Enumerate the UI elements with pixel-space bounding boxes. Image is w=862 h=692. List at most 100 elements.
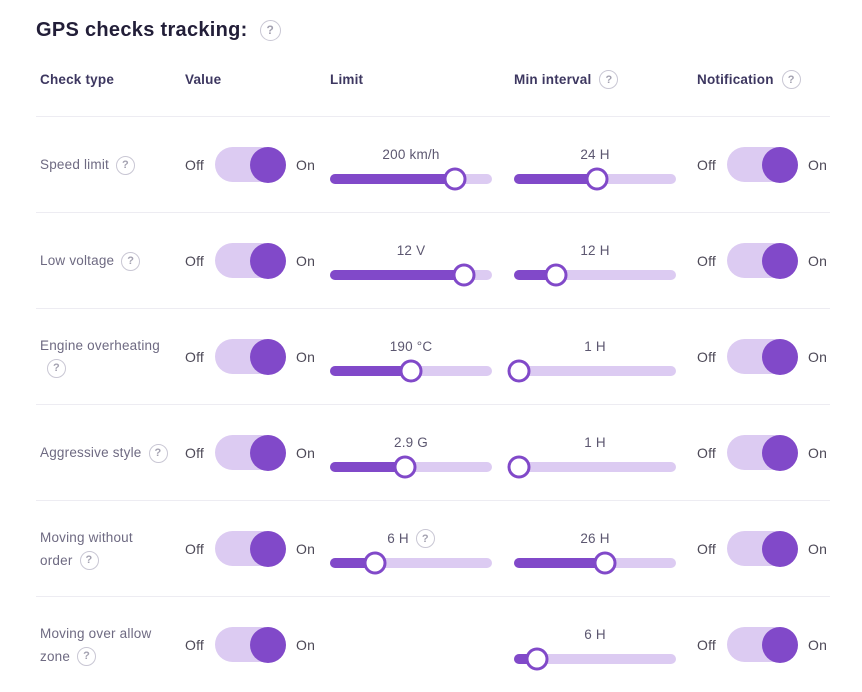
on-label: On [808, 252, 828, 269]
check-help-icon[interactable]: ? [148, 443, 168, 463]
off-label: Off [185, 540, 205, 557]
slider-fill [514, 269, 557, 280]
value-cell: Off On [185, 242, 330, 279]
value-toggle[interactable] [215, 626, 287, 663]
slider-thumb[interactable] [452, 263, 476, 286]
value-cell: Off On [185, 530, 330, 567]
value-toggle[interactable] [215, 242, 287, 279]
value-toggle[interactable] [215, 338, 287, 375]
slider-thumb[interactable] [544, 263, 568, 286]
min-interval-slider[interactable] [507, 359, 676, 382]
min-interval-cell: 12 H [506, 242, 690, 286]
min-interval-slider[interactable] [507, 455, 676, 478]
notification-toggle[interactable] [727, 338, 799, 375]
min-interval-help-icon[interactable]: ? [599, 70, 619, 89]
off-label: Off [697, 156, 717, 173]
off-label: Off [697, 252, 717, 269]
off-label: Off [697, 444, 717, 461]
slider-thumb[interactable] [399, 359, 423, 382]
min-interval-slider[interactable] [514, 167, 676, 190]
slider-fill [514, 557, 605, 568]
toggle-knob [762, 530, 799, 567]
check-help-icon[interactable]: ? [115, 155, 135, 175]
min-interval-value-label: 12 H [580, 243, 610, 258]
slider-fill [514, 173, 597, 184]
check-type-label: Aggressive style [40, 445, 142, 460]
check-help-icon[interactable]: ? [79, 551, 99, 571]
notification-toggle[interactable] [727, 242, 799, 279]
limit-slider[interactable] [330, 167, 492, 190]
on-label: On [296, 444, 316, 461]
limit-slider[interactable] [330, 455, 492, 478]
value-toggle[interactable] [215, 146, 287, 183]
value-toggle[interactable] [215, 530, 287, 567]
limit-cell: 200 km/h [330, 146, 506, 190]
on-label: On [808, 540, 828, 557]
title-row: GPS checks tracking: ? [36, 16, 830, 44]
slider-thumb[interactable] [507, 359, 531, 382]
notification-cell: Off On [690, 242, 830, 279]
check-type-cell: Moving without order? [36, 526, 168, 572]
off-label: Off [185, 348, 205, 365]
toggle-knob [250, 434, 287, 471]
slider-thumb[interactable] [585, 167, 609, 190]
min-interval-slider[interactable] [514, 551, 676, 574]
header-check-type: Check type [40, 71, 115, 87]
min-interval-value-label: 24 H [580, 147, 610, 162]
title-help-icon[interactable]: ? [259, 19, 281, 41]
limit-help-icon[interactable]: ? [415, 529, 435, 548]
notification-toggle[interactable] [727, 626, 799, 663]
table-row: Moving without order? Off On 6 H ? 26 H [36, 501, 830, 597]
limit-slider[interactable] [330, 551, 492, 574]
notification-toggle[interactable] [727, 146, 799, 183]
slider-fill [330, 269, 465, 280]
table-row: Aggressive style? Off On 2.9 G 1 H [36, 405, 830, 501]
on-label: On [808, 444, 828, 461]
limit-cell: 12 V [330, 242, 506, 286]
min-interval-cell: 26 H [506, 530, 690, 574]
check-type-cell: Low voltage? [36, 249, 168, 272]
limit-slider[interactable] [330, 359, 492, 382]
notification-toggle[interactable] [727, 530, 799, 567]
value-cell: Off On [185, 626, 330, 663]
header-limit: Limit [330, 71, 364, 87]
min-interval-cell: 1 H [506, 338, 690, 382]
table-row: Moving over allow zone? Off On 6 H Off O… [36, 597, 830, 692]
table-header: Check type Value Limit Min interval ? No… [36, 70, 830, 117]
value-cell: Off On [185, 434, 330, 471]
slider-fill [330, 173, 455, 184]
limit-cell: 6 H ? [330, 529, 506, 574]
slider-thumb[interactable] [507, 455, 531, 478]
min-interval-value-label: 6 H [584, 627, 606, 642]
min-interval-slider[interactable] [514, 263, 676, 286]
toggle-knob [250, 530, 287, 567]
check-help-icon[interactable]: ? [47, 359, 66, 379]
notification-help-icon[interactable]: ? [781, 70, 801, 89]
notification-cell: Off On [690, 434, 830, 471]
min-interval-value-label: 1 H [584, 435, 606, 450]
min-interval-slider[interactable] [514, 647, 676, 670]
slider-thumb[interactable] [363, 551, 387, 574]
min-interval-value-label: 1 H [584, 339, 606, 354]
check-type-label: Engine overheating [40, 337, 160, 353]
check-help-icon[interactable]: ? [77, 647, 97, 667]
slider-thumb[interactable] [593, 551, 617, 574]
toggle-knob [762, 434, 799, 471]
limit-value-label: 12 V [396, 243, 426, 258]
notification-toggle[interactable] [727, 434, 799, 471]
toggle-knob [250, 146, 287, 183]
value-toggle[interactable] [215, 434, 287, 471]
slider-fill [330, 557, 376, 568]
slider-thumb[interactable] [525, 647, 549, 670]
header-value: Value [185, 71, 222, 87]
slider-thumb[interactable] [393, 455, 417, 478]
limit-slider[interactable] [330, 263, 492, 286]
on-label: On [808, 636, 828, 653]
limit-value-label: 2.9 G [393, 435, 429, 450]
check-help-icon[interactable]: ? [121, 251, 141, 271]
limit-cell: 2.9 G [330, 434, 506, 478]
slider-thumb[interactable] [443, 167, 467, 190]
off-label: Off [185, 156, 205, 173]
check-type-cell: Speed limit? [36, 153, 168, 176]
